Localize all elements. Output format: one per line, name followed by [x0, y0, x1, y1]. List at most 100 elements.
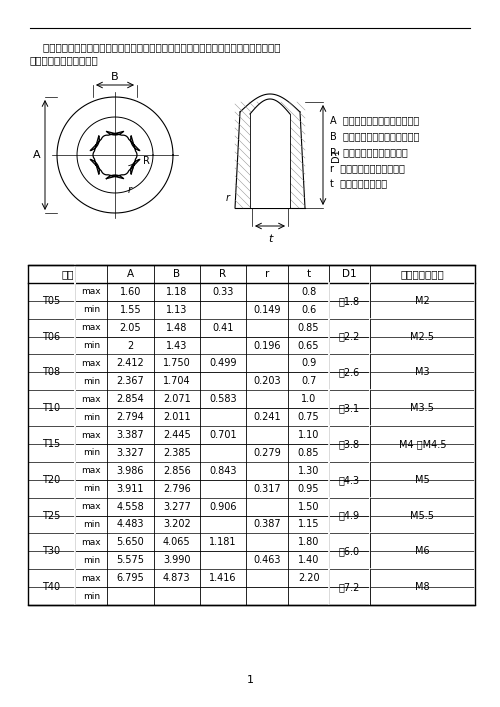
Text: 1.181: 1.181 — [209, 537, 236, 547]
Text: A: A — [33, 150, 41, 160]
Text: 1: 1 — [246, 675, 254, 685]
Text: 0.75: 0.75 — [298, 412, 320, 422]
Text: 0.701: 0.701 — [209, 430, 237, 440]
Text: 3.387: 3.387 — [116, 430, 144, 440]
Text: min: min — [83, 341, 100, 350]
Text: 3.990: 3.990 — [163, 555, 190, 566]
Text: 1.80: 1.80 — [298, 537, 320, 547]
Text: 1.48: 1.48 — [166, 322, 188, 332]
Text: 3.986: 3.986 — [117, 466, 144, 476]
Text: 1.750: 1.750 — [163, 358, 190, 368]
Text: 1.18: 1.18 — [166, 287, 188, 297]
Text: 3.277: 3.277 — [163, 501, 190, 512]
Text: 约6.0: 约6.0 — [339, 547, 360, 556]
Text: 2.20: 2.20 — [298, 573, 320, 583]
Text: B: B — [111, 72, 119, 82]
Text: 2.071: 2.071 — [163, 395, 190, 404]
Text: B: B — [173, 269, 180, 279]
Text: 1.55: 1.55 — [120, 305, 142, 315]
Text: 4.558: 4.558 — [116, 501, 144, 512]
Text: T25: T25 — [42, 510, 61, 520]
Text: 1.15: 1.15 — [298, 520, 320, 530]
Text: 本列所列为中国标准的沉孔可转位刀片用紧固螺钉头部内六角花形的型式和尺寸。欧美: 本列所列为中国标准的沉孔可转位刀片用紧固螺钉头部内六角花形的型式和尺寸。欧美 — [30, 42, 281, 52]
Text: 0.41: 0.41 — [212, 322, 234, 332]
Text: T20: T20 — [42, 474, 60, 485]
Text: 3.327: 3.327 — [116, 448, 144, 458]
Text: max: max — [82, 395, 101, 404]
Text: 2.05: 2.05 — [120, 322, 142, 332]
Text: 2.794: 2.794 — [116, 412, 144, 422]
Text: 6.795: 6.795 — [116, 573, 144, 583]
Text: min: min — [83, 556, 100, 565]
Text: 0.8: 0.8 — [301, 287, 316, 297]
Text: min: min — [83, 448, 100, 457]
Text: 0.387: 0.387 — [254, 520, 281, 530]
Text: 约4.9: 约4.9 — [339, 510, 360, 520]
Text: t  内六角花型深度。: t 内六角花型深度。 — [330, 179, 387, 189]
Text: 0.65: 0.65 — [298, 341, 320, 351]
Text: max: max — [82, 323, 101, 332]
Text: min: min — [83, 413, 100, 421]
Text: D1: D1 — [342, 269, 356, 279]
Text: min: min — [83, 592, 100, 600]
Text: 0.203: 0.203 — [254, 376, 281, 386]
Text: R  内六角花型凹圆弧半径；: R 内六角花型凹圆弧半径； — [330, 147, 408, 157]
Text: r: r — [226, 193, 230, 203]
Text: M5.5: M5.5 — [410, 510, 434, 520]
Text: 约3.1: 约3.1 — [339, 403, 360, 413]
Text: A: A — [127, 269, 134, 279]
Text: T15: T15 — [42, 439, 60, 449]
Text: T08: T08 — [42, 368, 60, 378]
Text: 0.85: 0.85 — [298, 322, 320, 332]
Text: 2.367: 2.367 — [116, 376, 144, 386]
Text: 1.30: 1.30 — [298, 466, 320, 476]
Text: 1.704: 1.704 — [163, 376, 190, 386]
Text: 1.43: 1.43 — [166, 341, 188, 351]
Text: T40: T40 — [42, 582, 60, 592]
Text: 4.065: 4.065 — [163, 537, 190, 547]
Text: 2.445: 2.445 — [163, 430, 190, 440]
Text: 0.85: 0.85 — [298, 448, 320, 458]
Text: 0.241: 0.241 — [254, 412, 281, 422]
Text: 约7.2: 约7.2 — [338, 582, 360, 592]
Text: M2: M2 — [415, 296, 430, 306]
Text: 约3.8: 约3.8 — [339, 439, 360, 449]
Text: T05: T05 — [42, 296, 60, 306]
Text: 0.843: 0.843 — [209, 466, 236, 476]
Text: 0.7: 0.7 — [301, 376, 316, 386]
Text: r: r — [265, 269, 270, 279]
Text: 1.13: 1.13 — [166, 305, 188, 315]
Text: M3: M3 — [415, 368, 430, 378]
Text: 1.0: 1.0 — [301, 395, 316, 404]
Text: max: max — [82, 359, 101, 368]
Text: min: min — [83, 305, 100, 314]
Text: 0.583: 0.583 — [209, 395, 237, 404]
Text: 型号: 型号 — [62, 269, 74, 279]
Text: 2.856: 2.856 — [163, 466, 190, 476]
Text: M6: M6 — [415, 547, 430, 556]
Text: 2.796: 2.796 — [163, 484, 190, 493]
Text: t: t — [306, 269, 310, 279]
Text: M2.5: M2.5 — [410, 332, 434, 341]
Text: 3.202: 3.202 — [163, 520, 190, 530]
Text: max: max — [82, 467, 101, 475]
Text: min: min — [83, 520, 100, 529]
Text: M8: M8 — [415, 582, 430, 592]
Text: 2.412: 2.412 — [116, 358, 144, 368]
Text: 1.40: 1.40 — [298, 555, 320, 566]
Text: 2: 2 — [128, 341, 134, 351]
Text: 1.50: 1.50 — [298, 501, 320, 512]
Text: 1.416: 1.416 — [209, 573, 236, 583]
Text: R: R — [220, 269, 226, 279]
Text: M5: M5 — [415, 474, 430, 485]
Text: 1.60: 1.60 — [120, 287, 141, 297]
Text: 1.10: 1.10 — [298, 430, 320, 440]
Text: 0.95: 0.95 — [298, 484, 320, 493]
Text: M4 和M4.5: M4 和M4.5 — [398, 439, 446, 449]
Text: 0.906: 0.906 — [209, 501, 236, 512]
Text: max: max — [82, 287, 101, 296]
Text: 0.499: 0.499 — [209, 358, 236, 368]
Text: 0.6: 0.6 — [301, 305, 316, 315]
Text: max: max — [82, 431, 101, 440]
Text: 尺寸系列与此略有不同。: 尺寸系列与此略有不同。 — [30, 55, 99, 65]
